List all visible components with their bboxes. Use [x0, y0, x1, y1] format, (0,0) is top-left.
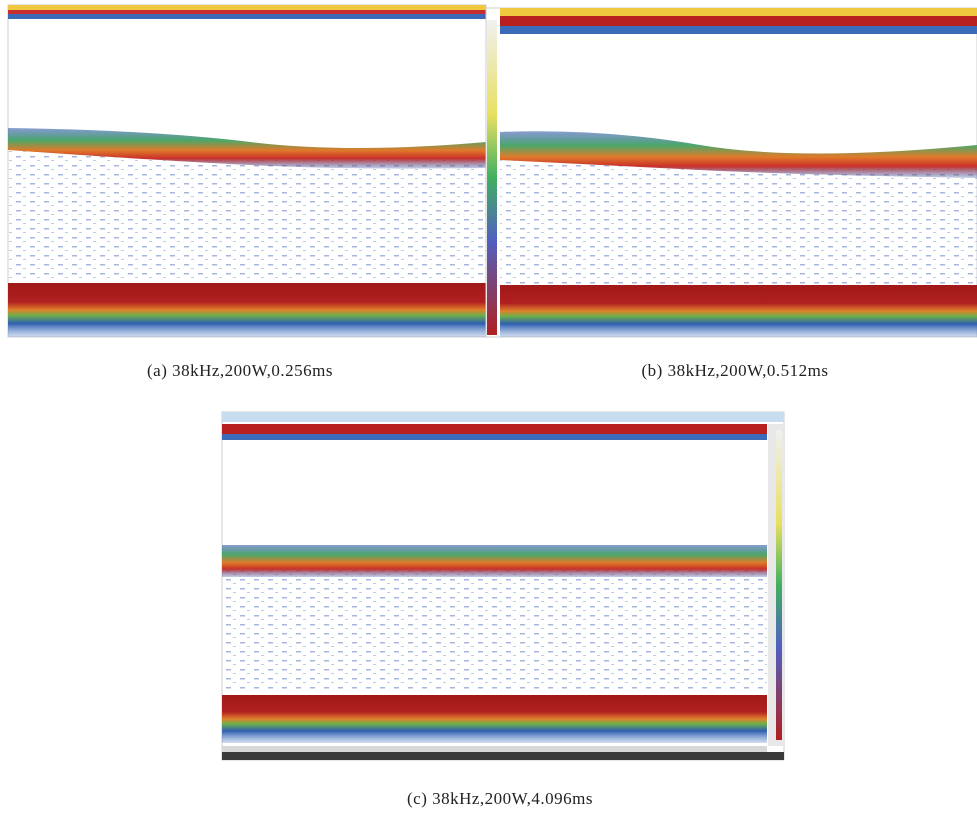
scattering-layer [222, 545, 767, 577]
seabed [8, 283, 486, 337]
title-bar [500, 8, 977, 16]
surface-band [8, 10, 486, 14]
title-bar [8, 5, 486, 10]
window-title-bar [222, 412, 784, 422]
taskbar [222, 752, 784, 760]
caption: (b) 38kHz,200W,0.512ms [642, 361, 829, 380]
echogram-a [7, 4, 487, 338]
surface-band [500, 16, 977, 26]
scatter [500, 160, 977, 285]
scattering-layer [500, 131, 977, 178]
surface-band [222, 434, 767, 440]
color-scale [487, 20, 497, 335]
seabed [500, 285, 977, 337]
surface-band [222, 424, 767, 434]
caption: (c) 38kHz,200W,4.096ms [407, 789, 593, 808]
surface-band [8, 14, 486, 19]
seabed [222, 695, 767, 743]
scatter [8, 150, 486, 280]
surface-band [500, 26, 977, 34]
scrollbar [222, 746, 767, 752]
scatter [222, 570, 767, 690]
caption: (a) 38kHz,200W,0.256ms [147, 361, 333, 380]
scattering-layer [8, 128, 486, 169]
echogram-c [221, 411, 785, 761]
echogram-b [485, 7, 977, 338]
color-scale [776, 430, 782, 740]
